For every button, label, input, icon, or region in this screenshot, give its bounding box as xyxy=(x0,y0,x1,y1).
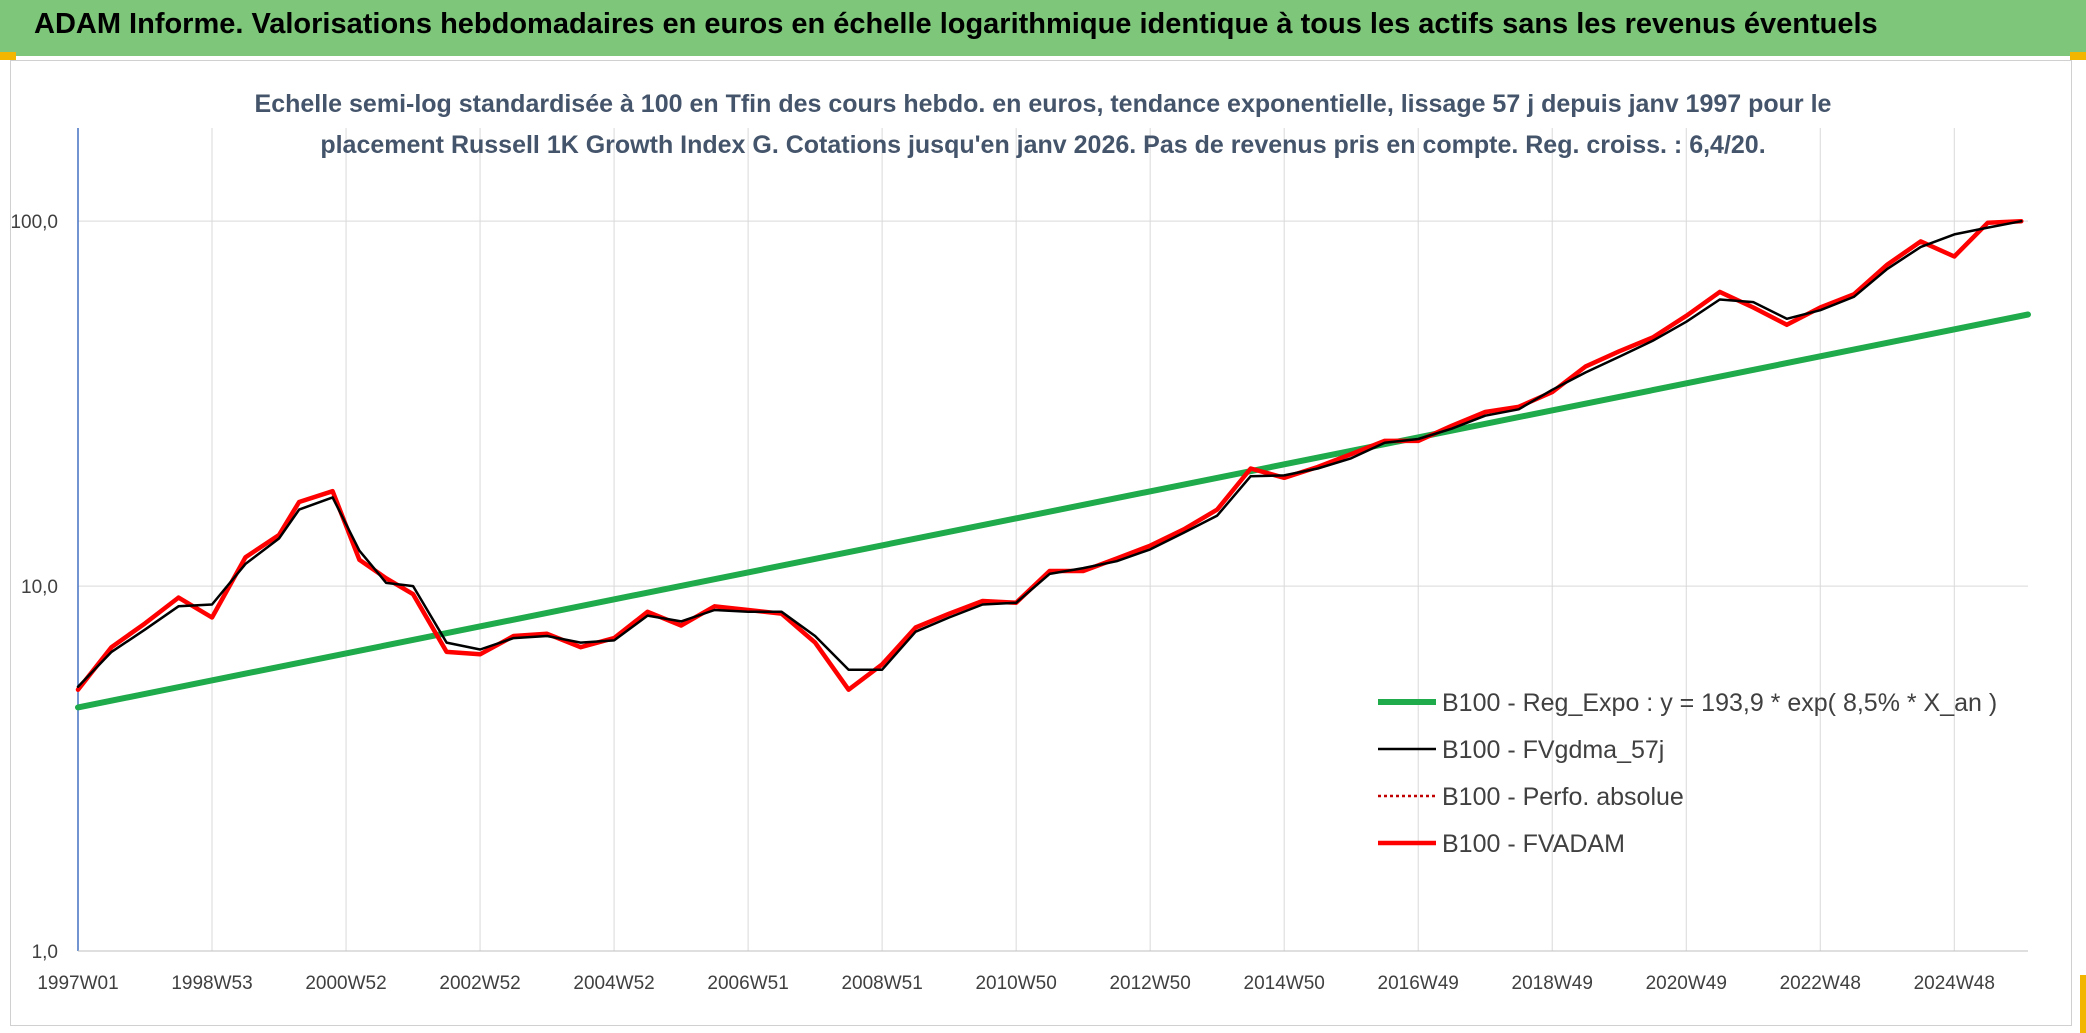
chart-title-line-2: placement Russell 1K Growth Index G. Cot… xyxy=(320,131,1765,159)
series-line-regression xyxy=(75,311,2031,711)
series-line-fvgdma xyxy=(76,219,2023,688)
x-tick-labels: 1997W01 1998W53 2000W52 2002W52 2004W52 2006W… xyxy=(37,973,1995,994)
chart-frame xyxy=(10,60,2072,1026)
header-banner: ADAM Informe. Valorisations hebdomadaire… xyxy=(0,0,2086,56)
legend-label-fvadam: B100 - FVADAM xyxy=(1442,830,1625,858)
x-tick-label: 2002W52 xyxy=(439,973,520,994)
x-tick-label: 2020W49 xyxy=(1646,973,1727,994)
x-tick-label: 2000W52 xyxy=(305,973,386,994)
axes xyxy=(77,128,2028,952)
x-tick-label: 2008W51 xyxy=(841,973,922,994)
x-tick-label: 2024W48 xyxy=(1914,973,1995,994)
x-tick-label: 2016W49 xyxy=(1378,973,1459,994)
corner-marker-right xyxy=(2070,52,2086,60)
corner-marker-left xyxy=(0,52,16,60)
x-tick-label: 2014W50 xyxy=(1244,973,1325,994)
y-tick-label: 100,0 xyxy=(10,212,58,233)
legend-label-perfo: B100 - Perfo. absolue xyxy=(1442,783,1684,811)
series-line-perfo xyxy=(77,220,2023,691)
x-tick-label: 2012W50 xyxy=(1109,973,1190,994)
x-tick-label: 2006W51 xyxy=(707,973,788,994)
x-tick-label: 2010W50 xyxy=(975,973,1056,994)
y-tick-label: 10,0 xyxy=(21,577,58,598)
series-line-fvadam xyxy=(75,218,2024,692)
x-tick-label: 2018W49 xyxy=(1512,973,1593,994)
x-tick-label: 2004W52 xyxy=(573,973,654,994)
legend-label-fvgdma: B100 - FVgdma_57j xyxy=(1442,736,1664,764)
x-tick-label: 2022W48 xyxy=(1780,973,1861,994)
corner-marker-bottom-right xyxy=(2080,975,2086,1033)
legend-label-regression: B100 - Reg_Expo : y = 193,9 * exp( 8,5% … xyxy=(1442,689,1997,717)
y-tick-label: 1,0 xyxy=(32,942,58,963)
page-title: ADAM Informe. Valorisations hebdomadaire… xyxy=(34,8,1878,40)
y-tick-labels: 1,0 10,0 100,0 xyxy=(10,212,58,963)
series-lines xyxy=(75,218,2031,711)
x-tick-label: 1998W53 xyxy=(171,973,252,994)
legend: B100 - Reg_Expo : y = 193,9 * exp( 8,5% … xyxy=(1378,689,1997,858)
x-tick-label: 1997W01 xyxy=(37,973,118,994)
chart-title-line-1: Echelle semi-log standardisée à 100 en T… xyxy=(255,90,1832,118)
gridlines xyxy=(77,128,2028,952)
